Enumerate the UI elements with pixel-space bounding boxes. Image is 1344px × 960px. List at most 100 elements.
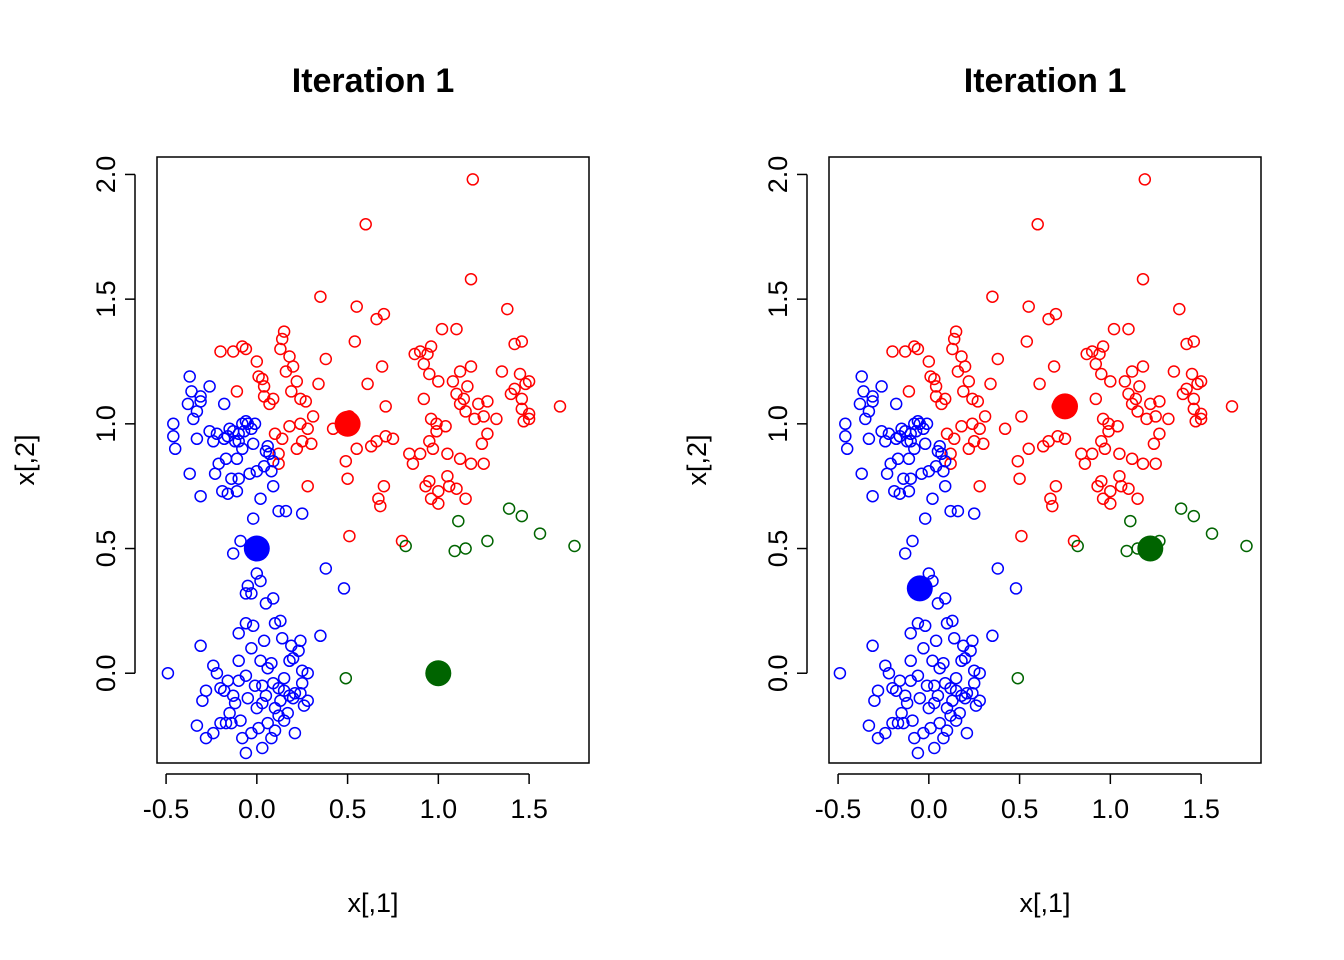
data-point (432, 484, 445, 498)
data-point (263, 397, 276, 411)
centroid-marker (906, 575, 933, 602)
data-point (908, 442, 921, 456)
data-point (301, 694, 314, 707)
data-point (254, 492, 267, 505)
data-point (481, 395, 494, 408)
data-point (1078, 457, 1092, 470)
data-point (241, 579, 255, 593)
data-point (929, 380, 943, 393)
data-point (947, 632, 961, 645)
data-point (897, 472, 910, 485)
data-point (288, 726, 302, 740)
data-point (254, 654, 267, 668)
y-tick-label: 2.0 (91, 156, 121, 194)
data-point (902, 385, 916, 398)
data-point (904, 627, 917, 640)
data-point (450, 482, 463, 495)
data-point (256, 741, 269, 755)
data-point (301, 479, 314, 493)
data-point (929, 634, 943, 648)
data-point (239, 587, 253, 600)
data-point (960, 726, 974, 740)
data-point (962, 375, 976, 388)
data-point (1009, 582, 1023, 595)
data-point (1136, 360, 1150, 373)
data-point (967, 507, 981, 520)
data-point (931, 445, 945, 458)
data-point (904, 472, 917, 485)
data-point (886, 345, 899, 358)
data-point (891, 452, 905, 466)
data-point (239, 342, 253, 356)
data-point (239, 669, 253, 682)
data-point (167, 417, 180, 431)
data-point (423, 435, 436, 448)
data-point (295, 507, 309, 520)
data-point (1149, 457, 1162, 470)
data-point (947, 432, 961, 446)
data-point (239, 617, 253, 630)
data-point (1046, 499, 1059, 513)
data-point (1187, 392, 1201, 406)
data-point (953, 706, 966, 720)
data-point (290, 375, 304, 388)
data-point (1031, 218, 1044, 231)
data-point (1118, 375, 1132, 388)
data-point (283, 689, 296, 702)
data-point (279, 504, 293, 518)
data-point (194, 395, 207, 408)
data-point (183, 467, 196, 480)
data-point (913, 691, 927, 705)
centroid-marker (425, 660, 452, 687)
data-point (274, 342, 287, 356)
data-point (232, 654, 245, 668)
x-tick-label: 0.0 (238, 794, 276, 824)
data-point (194, 489, 207, 503)
data-point (533, 527, 547, 540)
y-tick-label: 0.0 (763, 654, 793, 692)
data-point (513, 367, 527, 381)
data-point (955, 689, 968, 702)
data-point (299, 395, 313, 408)
data-point (214, 345, 227, 358)
data-point (225, 716, 238, 730)
centroid-marker (1137, 535, 1164, 562)
data-point (277, 714, 291, 727)
data-point (951, 504, 965, 518)
data-point (232, 435, 245, 448)
data-point (254, 574, 267, 588)
data-point (272, 504, 285, 518)
data-point (464, 457, 478, 470)
data-point (1022, 442, 1035, 456)
data-point (501, 302, 514, 316)
data-point (481, 534, 494, 548)
data-point (245, 587, 258, 600)
data-point (379, 430, 392, 443)
data-point (1136, 457, 1150, 470)
data-point (955, 654, 968, 668)
x-tick-label: 1.0 (420, 794, 458, 824)
data-point (1191, 377, 1204, 391)
y-tick-label: 1.5 (91, 280, 121, 318)
data-point (1144, 397, 1157, 411)
y-tick-label: 0.0 (91, 654, 121, 692)
data-point (1085, 345, 1099, 358)
data-point (295, 676, 309, 690)
data-point (432, 375, 445, 388)
panel-right: Iteration 1 -0.5 0.0 0.5 1.0 1.5 0.0 0.5 1.0 1.… (682, 62, 1262, 918)
data-point (984, 377, 997, 391)
data-point (840, 442, 854, 456)
panel-left: Iteration 1 -0.5 0.0 0.5 1.0 1.5 0.0 0.5 1.0 1.… (10, 62, 590, 918)
data-point (408, 347, 421, 361)
data-point (286, 360, 300, 373)
data-point (922, 701, 936, 715)
data-point (426, 442, 440, 456)
data-point (277, 325, 291, 338)
data-point (935, 397, 948, 411)
data-point (515, 392, 529, 406)
data-point (1124, 514, 1137, 528)
data-point (281, 706, 294, 720)
data-point (257, 380, 271, 393)
data-point (295, 664, 309, 677)
data-point (372, 492, 385, 505)
